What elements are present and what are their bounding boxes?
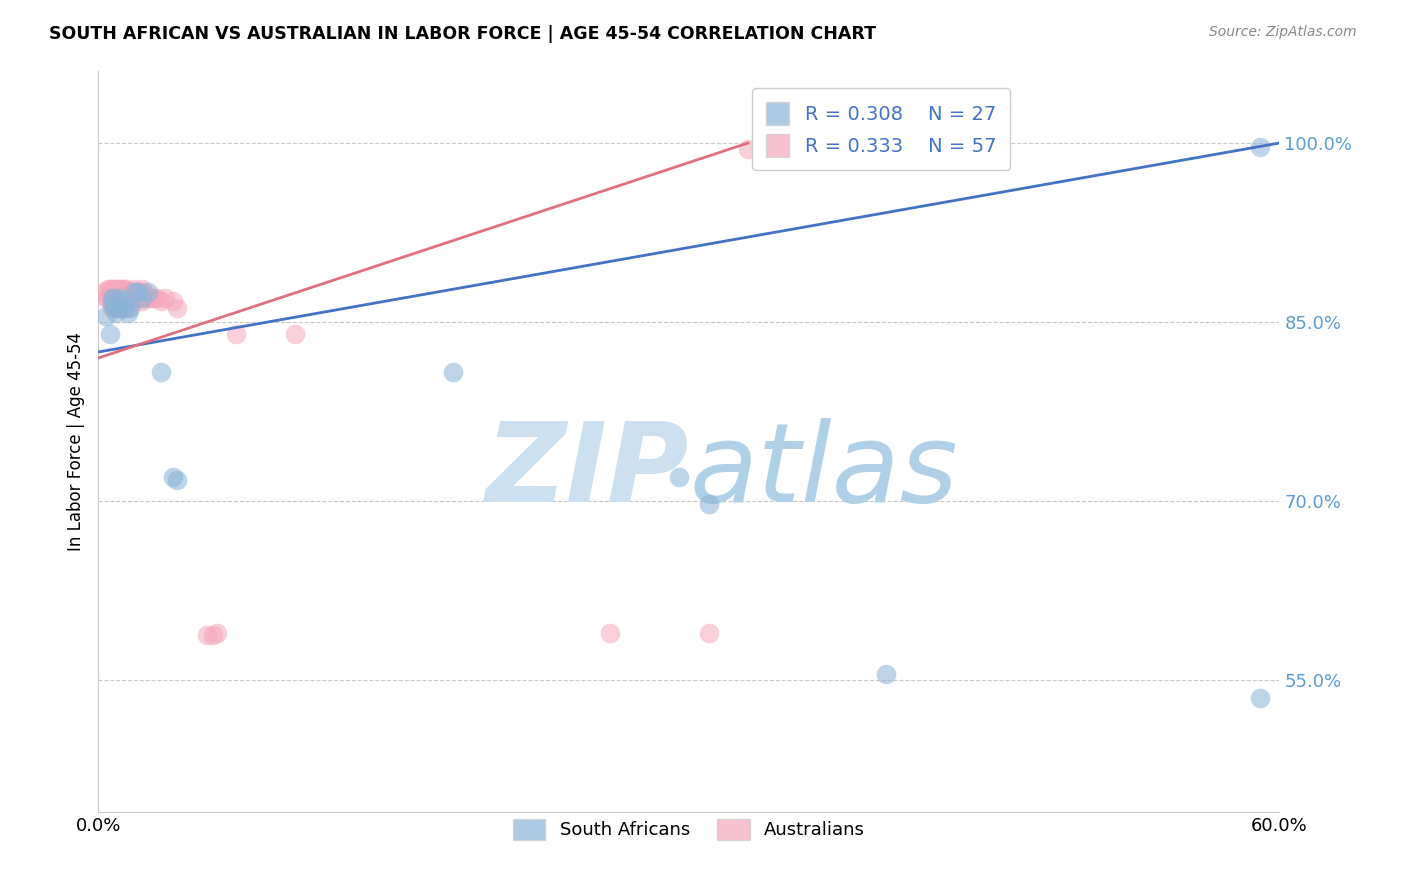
Legend: South Africans, Australians: South Africans, Australians [506,812,872,847]
Point [103,291,125,305]
Point [105,305,128,319]
Point [112,291,135,305]
Point [107,301,129,315]
Point [96,309,118,323]
Point [105,282,128,296]
Point [103,285,125,300]
Point [122,282,145,296]
Point [135,291,157,305]
Point [108,291,131,305]
Point [128,285,150,300]
Point [112,301,135,315]
Point [112,301,135,315]
Point [101,291,124,305]
Point [103,301,125,315]
Point [166,301,188,315]
Point [150,293,173,308]
Point [1249,139,1271,153]
Point [118,291,141,305]
Point [108,291,131,305]
Point [101,282,124,296]
Point [142,291,165,305]
Point [131,282,153,296]
Text: SOUTH AFRICAN VS AUSTRALIAN IN LABOR FORCE | AGE 45-54 CORRELATION CHART: SOUTH AFRICAN VS AUSTRALIAN IN LABOR FOR… [49,25,876,43]
Point [125,285,148,300]
Point [122,285,145,300]
Text: Source: ZipAtlas.com: Source: ZipAtlas.com [1209,25,1357,39]
Point [98,327,121,342]
Point [136,291,159,305]
Point [697,625,720,640]
Point [668,470,690,484]
Point [131,291,153,305]
Point [136,285,159,300]
Point [101,297,124,311]
Point [115,291,138,305]
Point [98,291,121,305]
Point [150,365,173,379]
Point [875,667,897,681]
Point [599,625,621,640]
Point [103,282,125,296]
Point [225,327,247,342]
Point [121,285,143,300]
Point [115,293,138,308]
Point [101,291,124,305]
Point [162,293,184,308]
Point [111,291,134,305]
Point [115,282,138,296]
Point [105,291,128,305]
Point [737,142,759,156]
Point [127,285,149,300]
Point [132,285,155,300]
Point [117,285,139,300]
Point [111,301,134,315]
Point [131,293,153,308]
Point [205,625,228,640]
Point [97,282,120,296]
Point [1249,691,1271,706]
Point [96,291,118,305]
Point [103,301,125,315]
Point [117,301,139,315]
Point [195,628,218,642]
Text: ZIP: ZIP [485,417,689,524]
Point [98,282,121,296]
Point [107,291,129,305]
Point [155,291,177,305]
Point [97,291,120,305]
Point [111,282,134,296]
Point [122,293,145,308]
Point [127,291,149,305]
Point [284,327,307,342]
Point [98,285,121,300]
Point [697,497,720,511]
Point [201,628,224,642]
Point [117,305,139,319]
Point [441,365,464,379]
Point [162,470,184,484]
Point [107,282,129,296]
Point [108,282,131,296]
Point [93,285,115,300]
Point [101,301,124,315]
Point [112,282,135,296]
Point [141,291,163,305]
Point [166,473,188,487]
Point [107,301,129,315]
Text: atlas: atlas [689,417,957,524]
Y-axis label: In Labor Force | Age 45-54: In Labor Force | Age 45-54 [66,332,84,551]
Point [103,291,125,305]
Point [118,301,141,315]
Point [146,291,169,305]
